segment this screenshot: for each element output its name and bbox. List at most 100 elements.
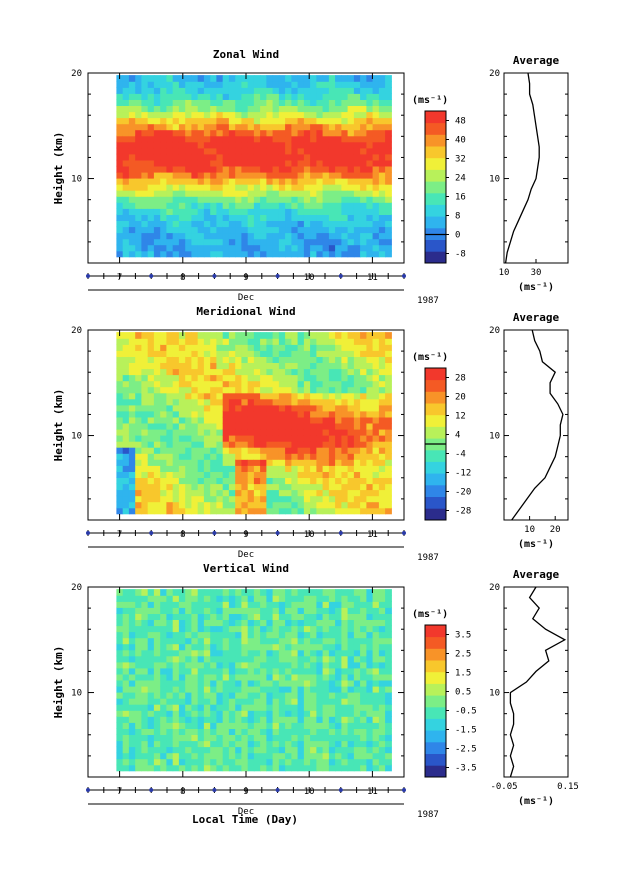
heatmap-cell [191, 613, 199, 620]
colorbar-tick-label: -2.5 [455, 745, 477, 755]
heatmap-cell [303, 250, 311, 258]
heatmap-cell [185, 453, 192, 460]
heatmap-cell [272, 619, 280, 627]
heatmap-cell [235, 416, 242, 424]
heatmap-cell [241, 465, 249, 472]
heatmap-cell [191, 165, 199, 173]
heatmap-cell [253, 135, 261, 143]
heatmap-cell [253, 380, 261, 388]
heatmap-cell [185, 105, 192, 113]
heatmap-cell [272, 238, 280, 246]
heatmap-cell [366, 380, 374, 388]
heatmap-cell [260, 141, 267, 149]
heatmap-cell [335, 238, 342, 246]
heatmap-cell [266, 196, 274, 203]
colorbar-tick-label: 32 [455, 155, 466, 165]
colorbar-tick-label: 0 [455, 231, 460, 241]
heatmap-cell [297, 111, 305, 119]
heatmap-cell [322, 368, 330, 376]
heatmap-cell [278, 99, 286, 106]
heatmap-cell [241, 752, 249, 760]
heatmap-cell [160, 178, 167, 185]
heatmap-cell [297, 386, 305, 394]
heatmap-cell [366, 435, 374, 442]
heatmap-cell [297, 764, 305, 772]
heatmap-cell [310, 435, 317, 442]
heatmap-cell [260, 410, 267, 418]
heatmap-cell [360, 459, 367, 466]
heatmap-cell [266, 673, 274, 681]
heatmap-cell [191, 332, 199, 339]
average-y-tick-label: 20 [489, 326, 500, 336]
heatmap-cell [122, 649, 130, 657]
heatmap-cell [166, 710, 174, 717]
heatmap-cell [322, 202, 330, 209]
heatmap-cell [141, 117, 149, 125]
heatmap-cell [266, 752, 274, 760]
heatmap-cell [347, 631, 355, 639]
heatmap-cell [328, 501, 336, 509]
heatmap-cell [341, 601, 349, 608]
heatmap-cell [310, 129, 317, 137]
heatmap-cell [210, 344, 217, 351]
heatmap-cell [353, 190, 361, 197]
heatmap-cell [166, 667, 174, 675]
heatmap-cell [341, 93, 349, 100]
colorbar-unit-label: (ms⁻¹) [412, 352, 448, 363]
heatmap-cell [241, 435, 249, 442]
heatmap-cell [285, 655, 292, 663]
heatmap-cell [228, 244, 236, 252]
heatmap-cell [328, 471, 336, 478]
heatmap-cell [210, 75, 217, 82]
y-tick-label: 20 [71, 69, 82, 79]
heatmap-cell [266, 141, 274, 149]
heatmap-cell [210, 685, 217, 693]
heatmap-cell [191, 99, 199, 106]
heatmap-cell [291, 81, 299, 88]
heatmap-cell [272, 722, 280, 729]
heatmap-cell [378, 685, 386, 693]
heatmap-cell [222, 380, 230, 388]
heatmap-cell [122, 692, 130, 699]
heatmap-cell [210, 673, 217, 681]
colorbar-swatch [425, 111, 446, 124]
heatmap-cell [291, 649, 299, 657]
heatmap-cell [297, 667, 305, 675]
heatmap-cell [160, 99, 167, 106]
heatmap-cell [153, 147, 161, 155]
heatmap-cell [285, 465, 292, 472]
heatmap-cell [116, 226, 124, 234]
heatmap-cell [216, 362, 224, 370]
heatmap-cell [372, 637, 380, 645]
heatmap-cell [385, 338, 392, 345]
heatmap-cell [116, 93, 124, 100]
heatmap-cell [216, 226, 224, 234]
heatmap-cell [135, 698, 142, 705]
heatmap-cell [116, 356, 124, 363]
heatmap-cell [235, 362, 242, 370]
heatmap-cell [266, 147, 274, 155]
heatmap-cell [247, 601, 255, 608]
heatmap-cell [322, 338, 330, 345]
heatmap-cell [128, 673, 136, 681]
heatmap-cell [272, 332, 280, 339]
heatmap-cell [310, 208, 317, 215]
heatmap-cell [385, 595, 392, 602]
heatmap-cell [122, 398, 130, 406]
heatmap-cell [241, 202, 249, 209]
heatmap-cell [385, 692, 392, 699]
heatmap-cell [222, 483, 230, 491]
y-axis-label: Height (km) [52, 646, 65, 719]
heatmap-cell [360, 501, 367, 509]
heatmap-cell [372, 589, 380, 596]
heatmap-cell [197, 764, 205, 772]
heatmap-cell [228, 362, 236, 370]
heatmap-cell [316, 386, 324, 394]
heatmap-cell [316, 344, 324, 351]
heatmap-cell [385, 728, 392, 735]
heatmap-cell [285, 159, 292, 167]
heatmap-cell [122, 752, 130, 760]
heatmap-cell [297, 244, 305, 252]
heatmap-cell [316, 740, 324, 748]
heatmap-cell [191, 202, 199, 209]
